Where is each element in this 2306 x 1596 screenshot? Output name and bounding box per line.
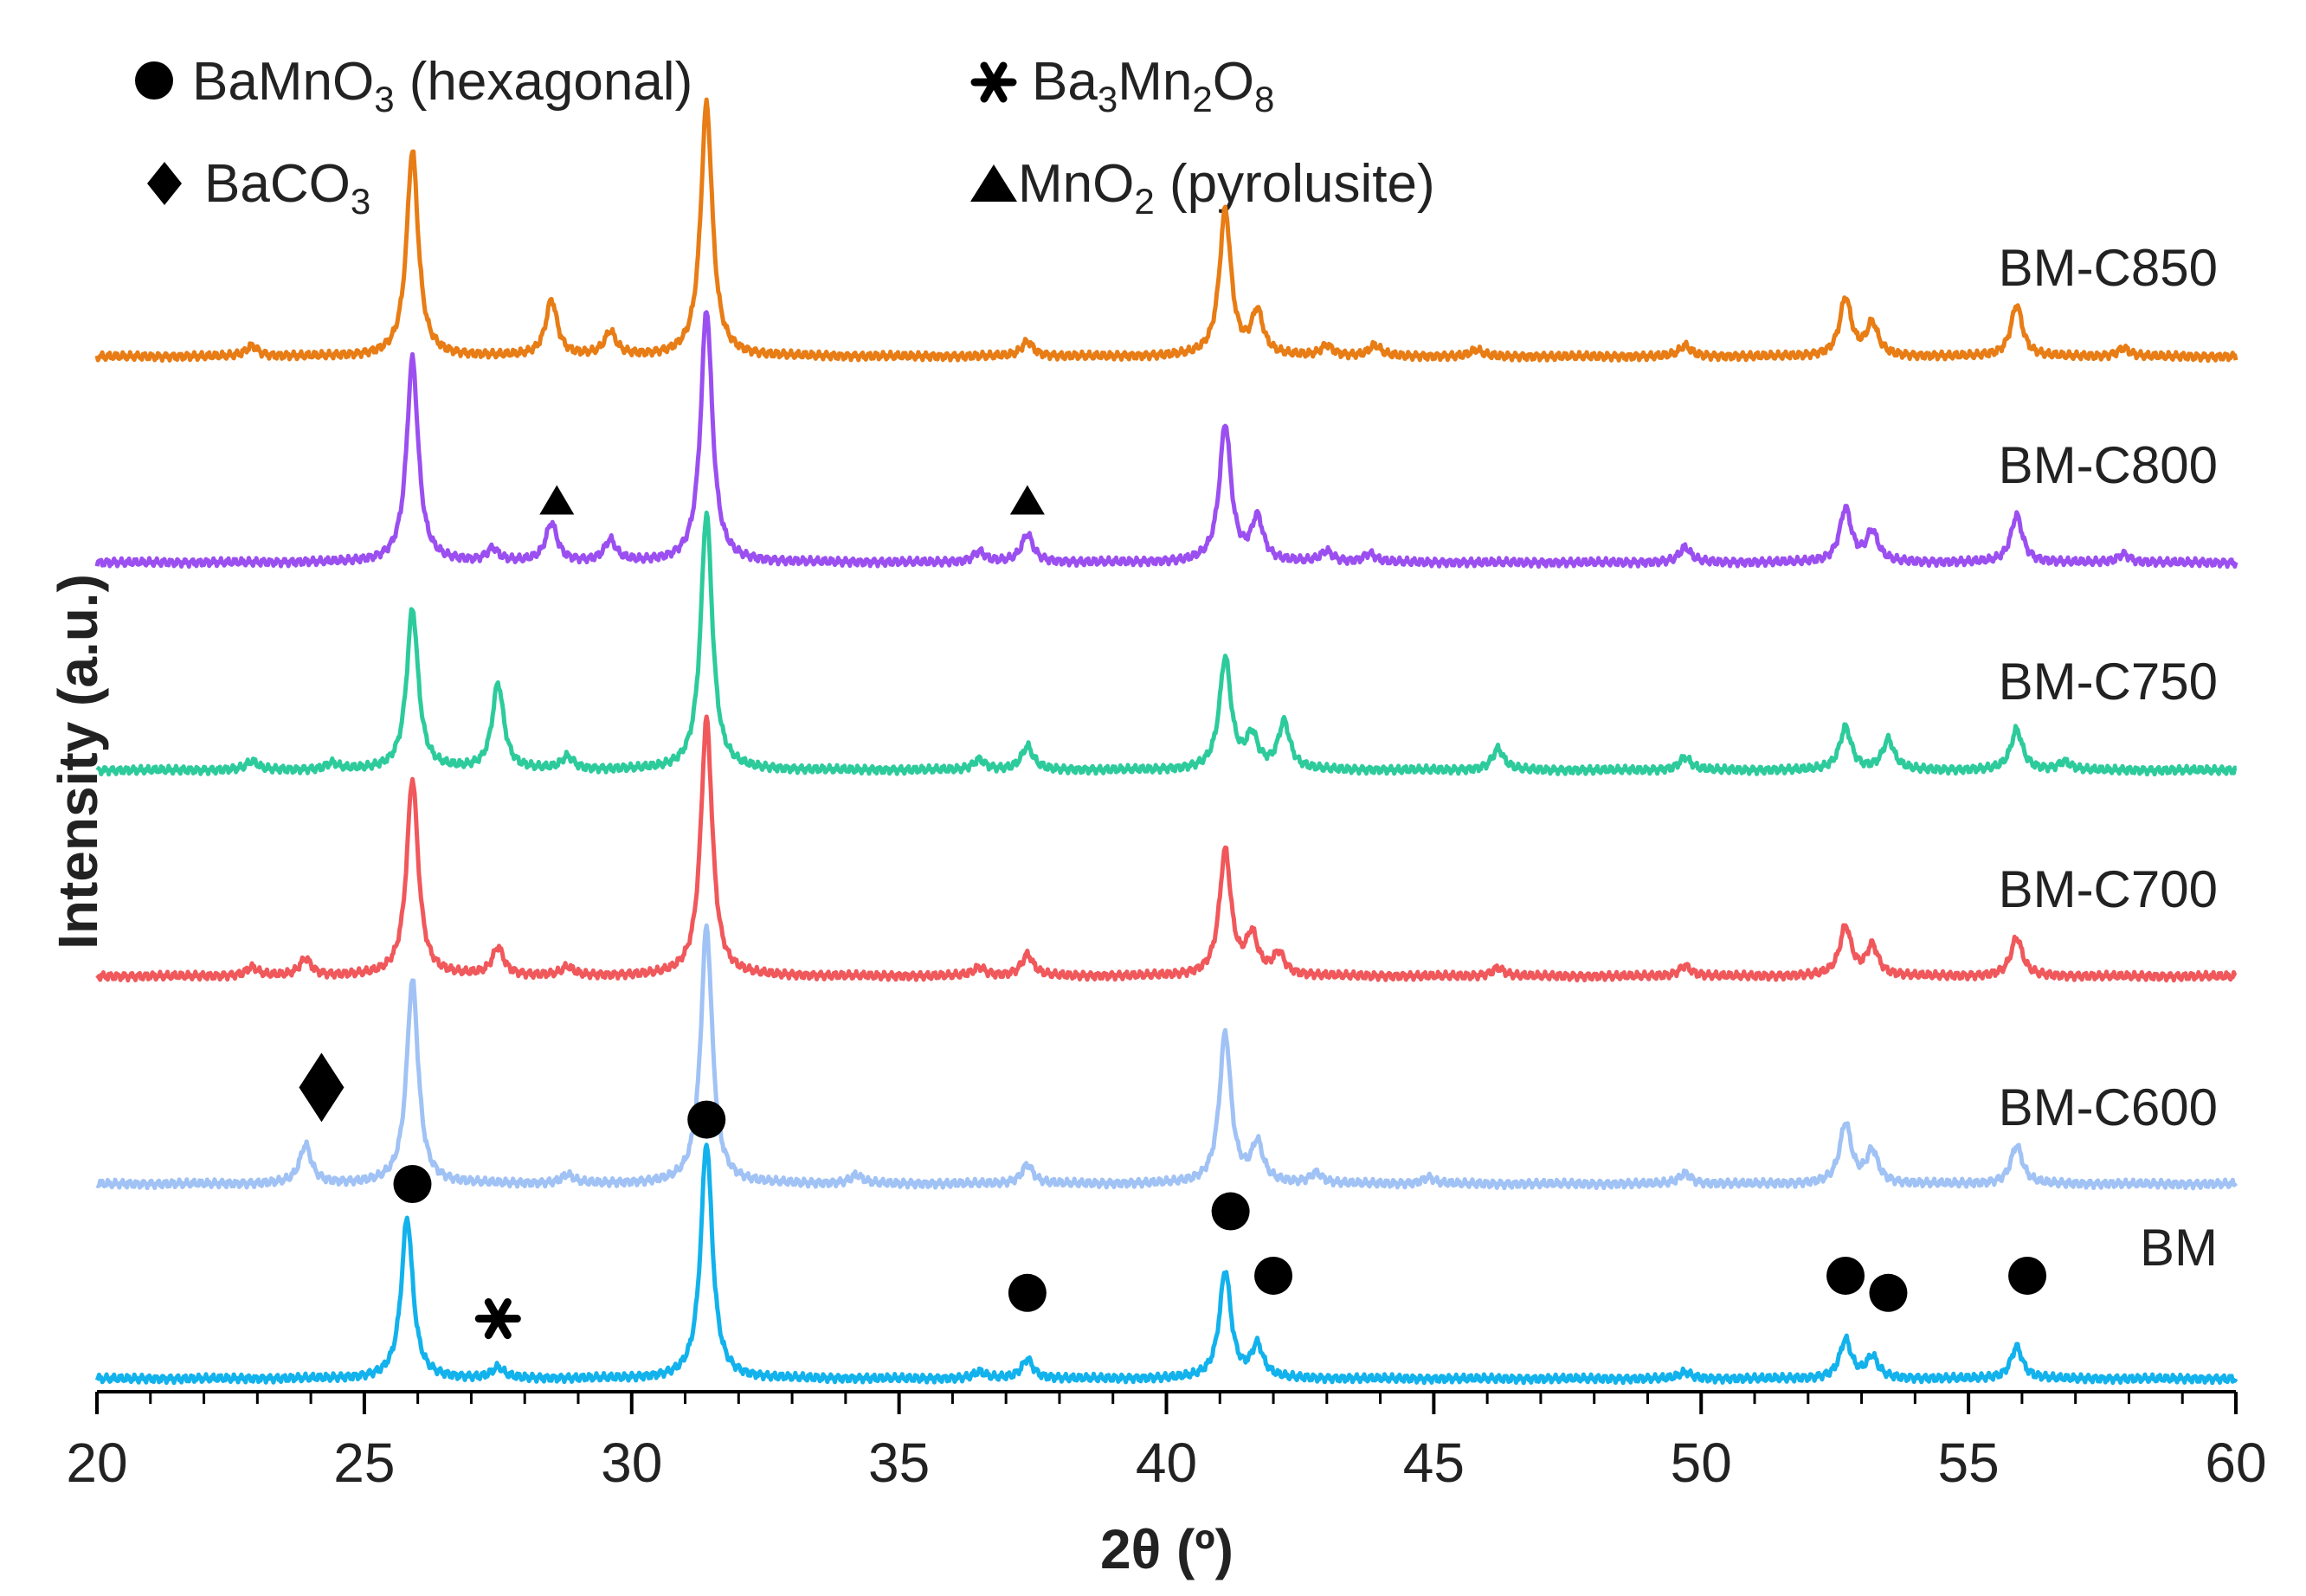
x-tick-label: 50 [1671,1432,1732,1494]
x-tick-label: 25 [333,1432,395,1494]
series-line-bm-c750 [95,510,2238,777]
annotation-triangle-marker [1009,485,1045,515]
legend-label-baco3: BaCO3 [204,154,370,222]
series-label-bm-c600: BM-C600 [1999,1078,2218,1136]
annotation-circle-marker [1254,1256,1293,1295]
annotation-circle-marker [1826,1256,1865,1295]
series-label-bm-c850: BM-C850 [1999,239,2218,297]
legend-item-ba3mn2o8: Ba3Mn2O8 [970,52,1274,119]
legend-item-bamno3: BaMnO3 (hexagonal) [135,52,692,119]
legend-diamond-marker [147,162,182,205]
series-label-bm-c750: BM-C750 [1999,653,2218,711]
annotation-asterisk-marker [474,1298,521,1340]
annotation-circle-marker [1211,1192,1250,1231]
x-tick-label: 60 [2205,1432,2266,1494]
x-tick-label: 55 [1938,1432,2000,1494]
legend: BaMnO3 (hexagonal) Ba3Mn2O8 BaCO3 MnO2 (… [135,52,1435,222]
series-line-bm-c700 [95,714,2238,983]
annotation-triangle-marker [539,485,575,515]
legend-label-ba3mn2o8: Ba3Mn2O8 [1032,52,1274,119]
legend-triangle-marker [970,164,1017,202]
x-axis-title: 2θ (º) [1100,1518,1234,1580]
legend-label-mno2: MnO2 (pyrolusite) [1018,154,1435,222]
x-axis: 20 25 30 35 40 45 50 55 60 [66,1390,2267,1494]
series-line-bm [94,1142,2238,1386]
legend-item-baco3: BaCO3 [147,154,370,222]
annotation-circle-marker [1869,1273,1908,1312]
series-label-bm: BM [2140,1219,2218,1277]
series-label-bm-c800: BM-C800 [1999,436,2218,494]
annotation-diamond-marker [299,1052,345,1123]
x-tick-label: 45 [1403,1432,1465,1494]
annotation-circle-marker [1008,1273,1047,1312]
x-tick-label: 20 [66,1432,127,1494]
annotation-layer [299,485,2047,1340]
x-tick-label: 40 [1136,1432,1197,1494]
legend-circle-marker [135,61,173,100]
annotation-circle-marker [687,1100,726,1139]
series-line-bm-c600 [95,923,2238,1191]
legend-asterisk-marker [970,61,1017,103]
annotation-circle-marker [393,1165,432,1203]
legend-item-mno2: MnO2 (pyrolusite) [970,154,1435,222]
series-line-bm-c850 [94,97,2238,364]
annotation-circle-marker [2008,1256,2047,1295]
series-line-bm-c800 [94,310,2238,570]
x-tick-label: 35 [868,1432,930,1494]
x-tick-label: 30 [601,1432,662,1494]
legend-label-bamno3: BaMnO3 (hexagonal) [192,52,692,119]
y-axis-title: Intensity (a.u.) [47,574,109,949]
series-layer: BM-C850 BM-C800 BM-C750 BM-C700 BM-C600 BM [94,97,2238,1386]
series-label-bm-c700: BM-C700 [1999,860,2218,918]
